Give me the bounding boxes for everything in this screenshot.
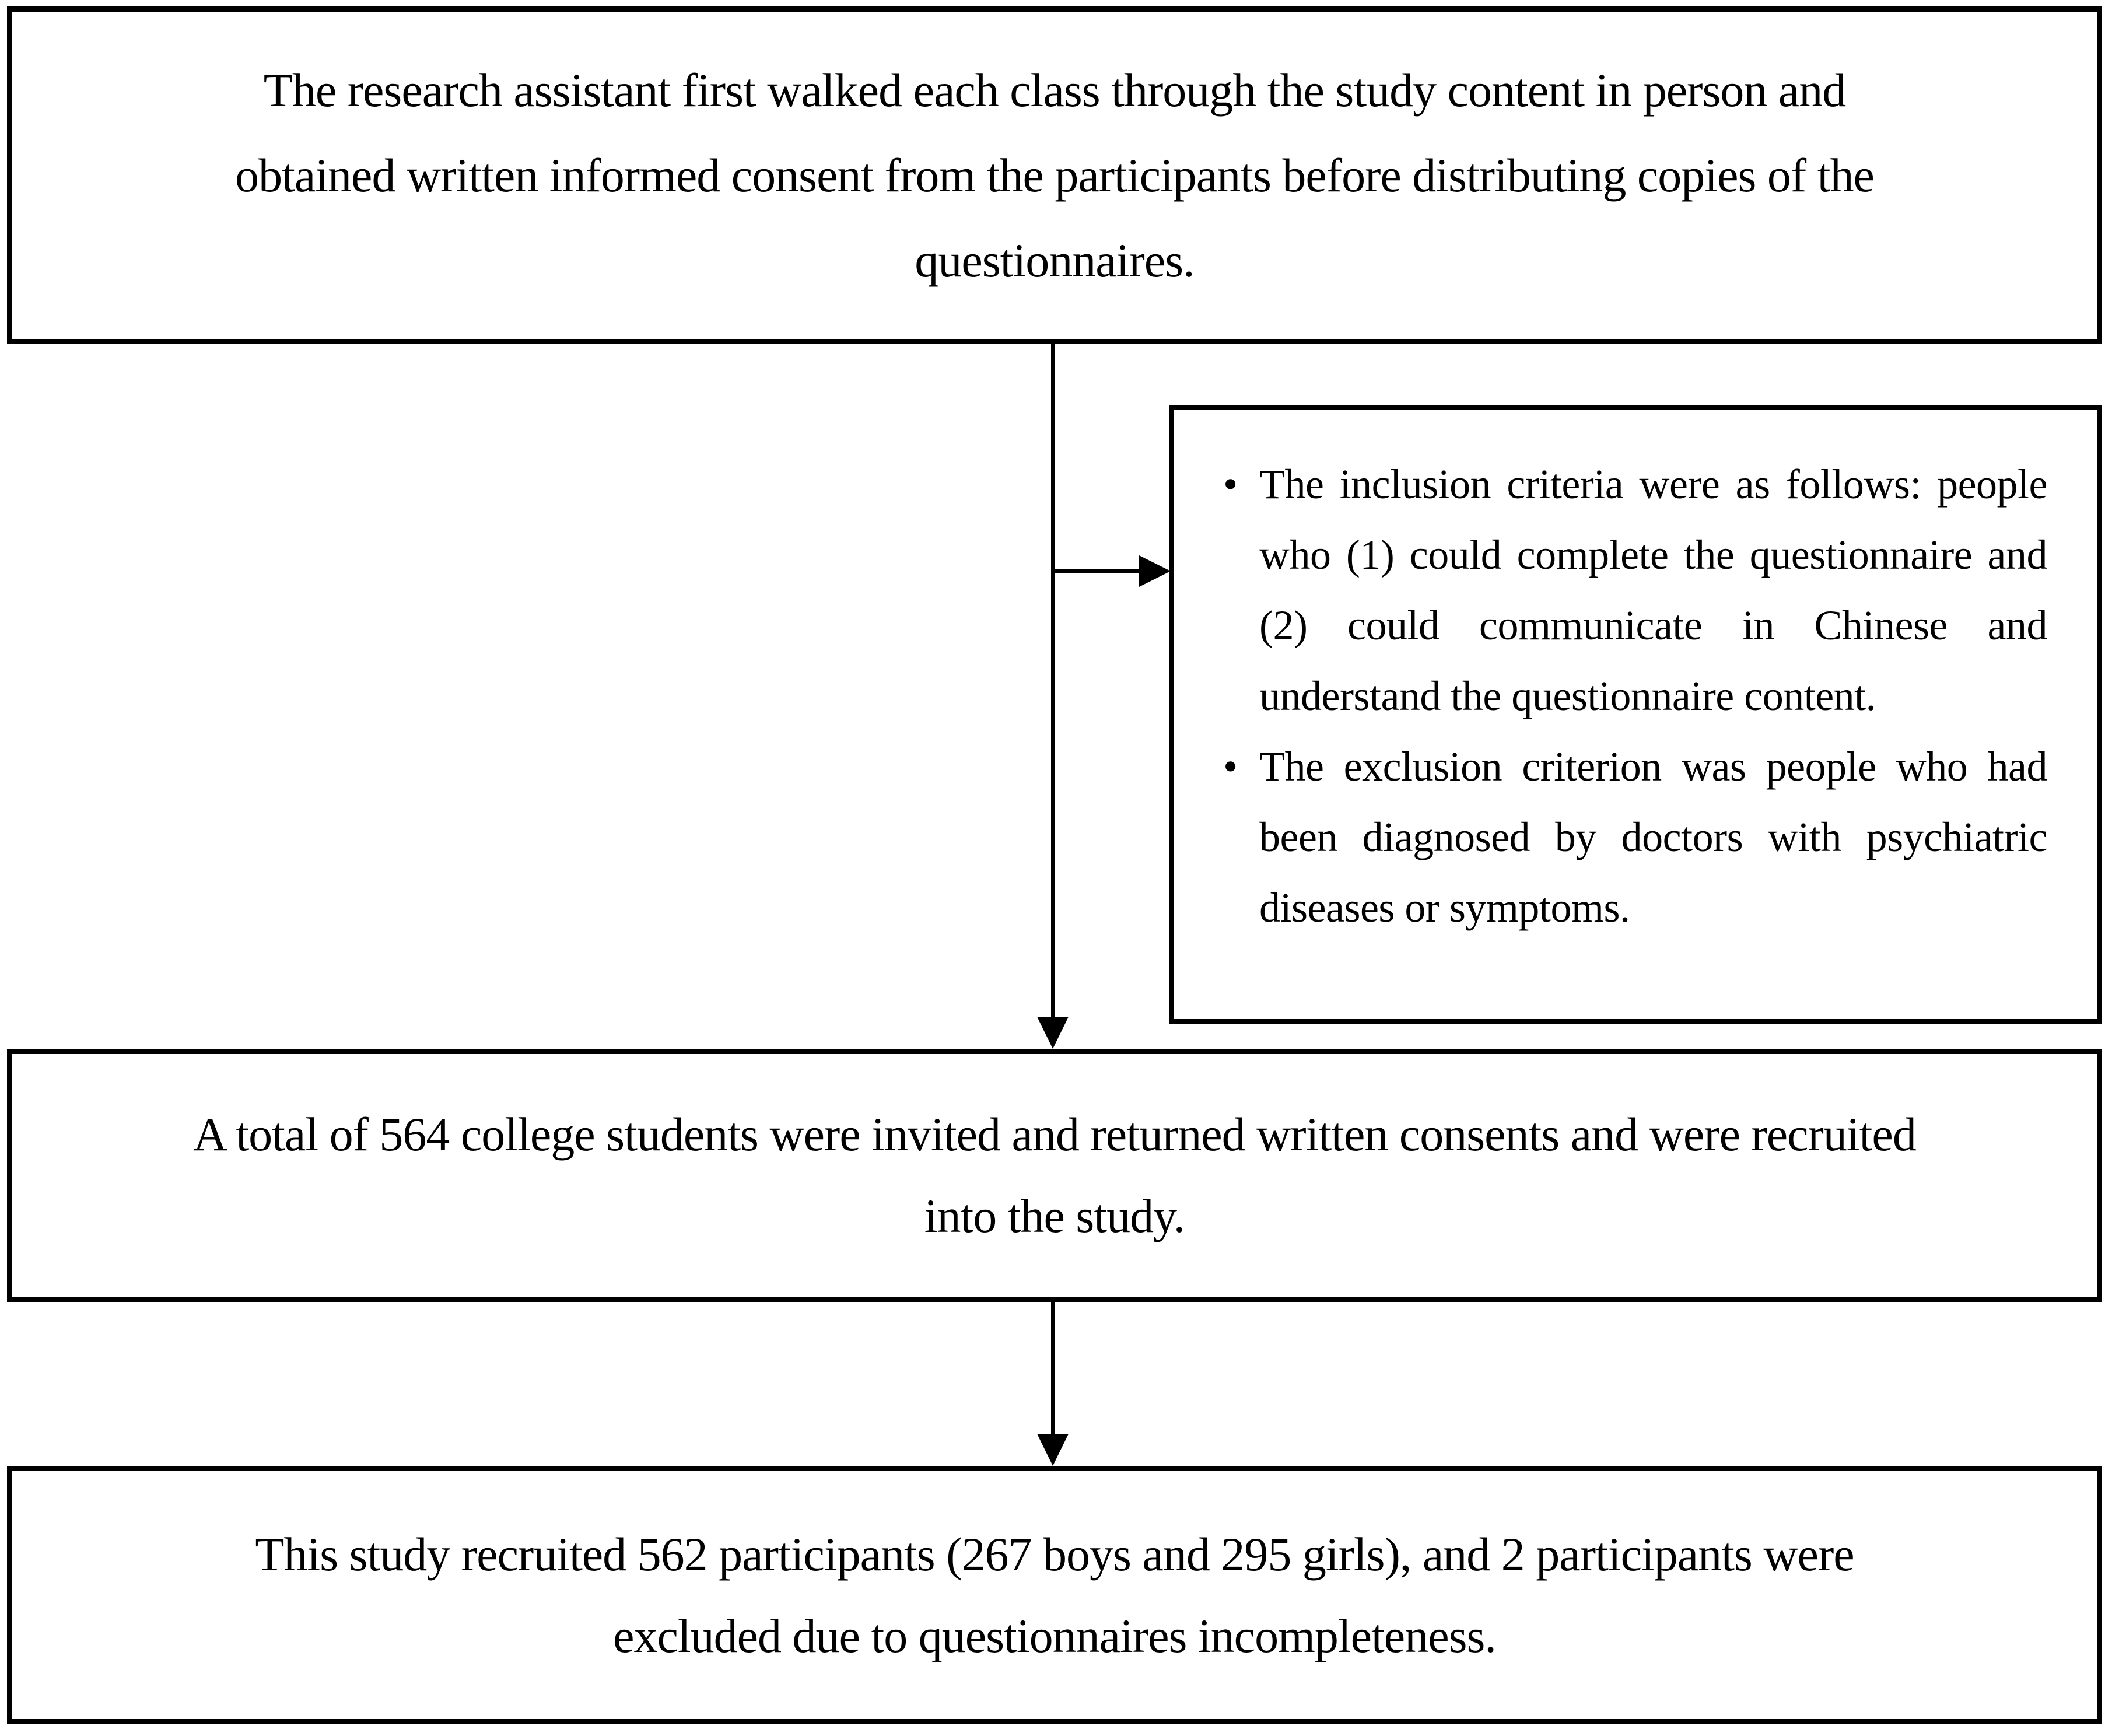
exclusion-criteria-item: • The exclusion criterion was people who… (1221, 732, 2048, 943)
final-sample-box: This study recruited 562 participants (2… (7, 1466, 2102, 1724)
procedure-text-line-3: questionnaires. (915, 233, 1195, 287)
arrowhead-down-icon (1037, 1434, 1069, 1466)
exclusion-criteria-text: The exclusion criterion was people who h… (1259, 743, 2048, 931)
connector-top-to-recruited (1051, 344, 1055, 1017)
final-text-line-1: This study recruited 562 participants (2… (255, 1527, 1854, 1581)
procedure-text-line-1: The research assistant first walked each… (263, 63, 1847, 117)
arrowhead-down-icon (1037, 1017, 1069, 1049)
arrowhead-right-icon (1139, 555, 1171, 587)
connector-branch-to-criteria (1053, 569, 1139, 573)
inclusion-criteria-text: The inclusion criteria were as follows: … (1259, 461, 2048, 719)
procedure-text-line-2: obtained written informed consent from t… (235, 148, 1875, 202)
recruited-text-line-1: A total of 564 college students were inv… (193, 1108, 1917, 1161)
bullet-icon: • (1223, 743, 1238, 790)
final-text-line-2: excluded due to questionnaires incomplet… (613, 1609, 1497, 1662)
criteria-box: • The inclusion criteria were as follows… (1169, 405, 2102, 1024)
recruited-box: A total of 564 college students were inv… (7, 1049, 2102, 1302)
bullet-icon: • (1223, 461, 1238, 508)
connector-recruited-to-final (1051, 1302, 1055, 1434)
procedure-box: The research assistant first walked each… (7, 6, 2102, 344)
inclusion-criteria-item: • The inclusion criteria were as follows… (1221, 449, 2048, 732)
recruited-text-line-2: into the study. (924, 1189, 1186, 1242)
